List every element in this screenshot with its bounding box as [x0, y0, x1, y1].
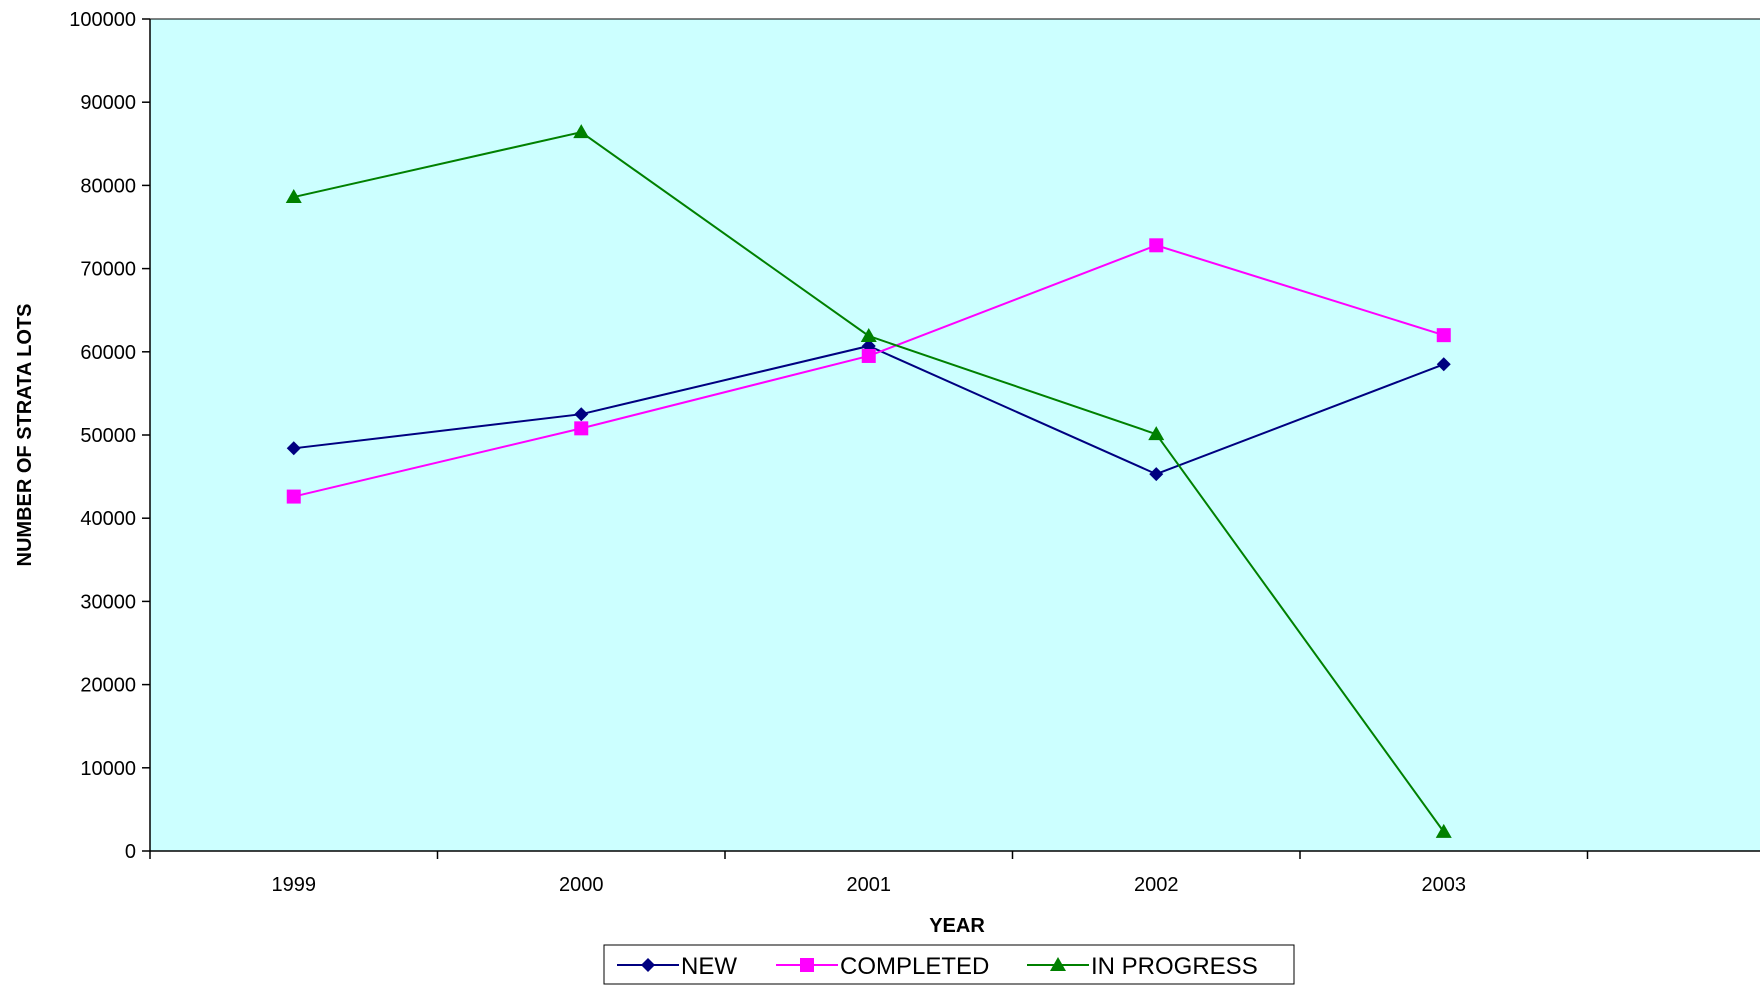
legend-marker-completed [800, 958, 814, 972]
plot-area [150, 19, 1760, 851]
legend-box [603, 944, 1295, 985]
y-tick-label: 40000 [80, 508, 136, 530]
legend-item-completed: COMPLETED [776, 953, 989, 980]
y-tick-label: 70000 [80, 259, 136, 281]
series-layer [285, 124, 1452, 838]
data-point-in-progress [1435, 823, 1452, 838]
y-axis-ticks: 0 10000 20000 30000 40000 50000 60000 70000 8000… [69, 9, 150, 863]
x-tick-label: 1999 [272, 874, 317, 896]
data-point-new [574, 407, 589, 422]
y-axis-title: NUMBER OF STRATA LOTS [14, 304, 36, 567]
legend-item-new: NEW [617, 953, 737, 980]
data-point-completed [286, 489, 301, 504]
data-point-in-progress [285, 189, 302, 204]
data-point-completed [861, 348, 876, 363]
y-tick-label: 10000 [80, 758, 136, 780]
series-in-progress [285, 124, 1452, 838]
legend-label: COMPLETED [840, 953, 989, 980]
x-tick-label: 2000 [559, 874, 604, 896]
y-tick-label: 90000 [80, 92, 136, 114]
data-point-new [1149, 467, 1164, 482]
x-tick-label: 2001 [847, 874, 892, 896]
legend-label: IN PROGRESS [1091, 953, 1258, 980]
x-tick-label: 2003 [1422, 874, 1467, 896]
legend-label: NEW [681, 953, 737, 980]
y-tick-label: 50000 [80, 425, 136, 447]
data-point-new [286, 441, 301, 456]
x-axis-ticks: 1999 2000 2001 2002 2003 [149, 851, 1589, 896]
y-tick-label: 80000 [80, 175, 136, 197]
y-tick-label: 30000 [80, 591, 136, 613]
y-tick-label: 100000 [69, 9, 136, 31]
series-completed [286, 238, 1451, 504]
y-tick-label: 20000 [80, 675, 136, 697]
y-tick-label: 0 [125, 841, 136, 863]
legend-item-in-progress: IN PROGRESS [1027, 953, 1258, 980]
data-point-completed [1149, 238, 1164, 253]
data-point-in-progress [573, 124, 590, 139]
data-point-completed [574, 421, 589, 436]
data-point-in-progress [860, 327, 877, 342]
series-new [286, 338, 1451, 482]
data-point-in-progress [1148, 426, 1165, 441]
legend-marker-in-progress [1050, 957, 1066, 971]
y-tick-label: 60000 [80, 342, 136, 364]
x-tick-label: 2002 [1134, 874, 1179, 896]
legend-items: NEW COMPLETED IN PROGRESS [617, 953, 1258, 980]
data-point-completed [1436, 328, 1451, 343]
legend: NEW COMPLETED IN PROGRESS [603, 944, 1295, 985]
data-point-new [1436, 357, 1451, 372]
x-axis-title: YEAR [929, 915, 985, 937]
legend-marker-new [641, 958, 655, 972]
